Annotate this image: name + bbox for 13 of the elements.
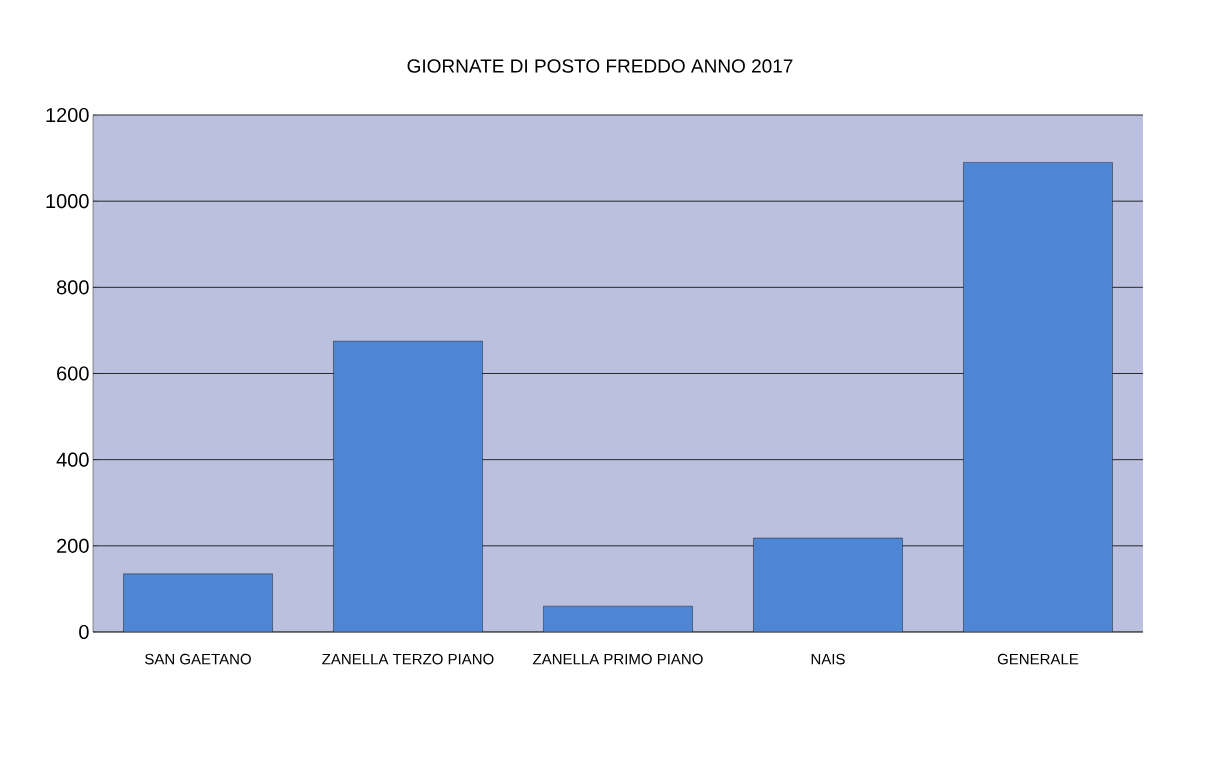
x-tick-label: SAN GAETANO — [145, 653, 251, 665]
y-tick-label: 800 — [56, 280, 89, 295]
y-tick-label: 1000 — [46, 194, 89, 209]
y-tick-label: 200 — [57, 538, 89, 553]
x-tick-label: ZANELLA TERZO PIANO — [322, 653, 494, 665]
chart-title: GIORNATE DI POSTO FREDDO ANNO 2017 — [407, 59, 793, 73]
x-tick-label: ZANELLA PRIMO PIANO — [533, 653, 703, 665]
y-tick-label: 0 — [79, 624, 89, 640]
x-tick-label: GENERALE — [997, 653, 1079, 665]
x-tick-label: NAIS — [811, 653, 845, 665]
y-tick-label: 400 — [56, 452, 89, 467]
y-tick-label: 1200 — [46, 107, 89, 123]
y-tick-label: 600 — [57, 366, 89, 381]
